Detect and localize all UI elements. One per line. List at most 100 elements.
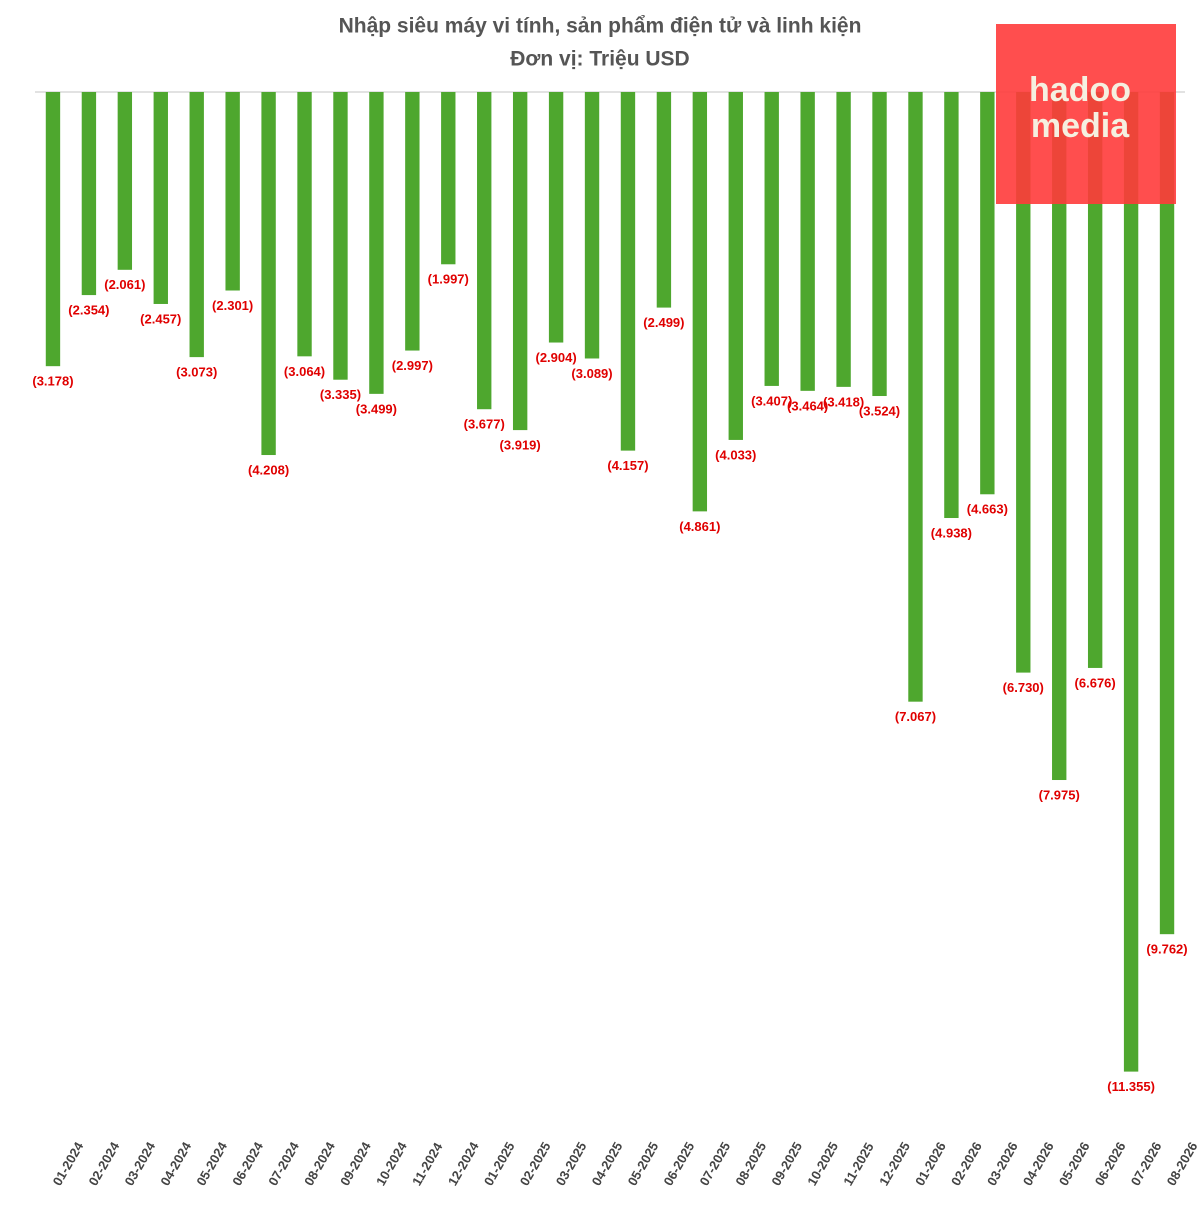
x-tick-label: 10-2025	[804, 1139, 841, 1188]
x-tick-label: 12-2024	[445, 1139, 482, 1188]
x-tick-label: 06-2024	[229, 1139, 266, 1188]
x-tick-label: 04-2026	[1020, 1139, 1057, 1188]
data-label: (3.677)	[464, 417, 505, 432]
bar	[620, 92, 636, 451]
data-label: (2.457)	[140, 311, 181, 326]
bar	[189, 92, 204, 358]
x-tick-label: 06-2025	[660, 1139, 697, 1188]
data-label: (1.997)	[428, 272, 469, 287]
x-tick-label: 01-2026	[912, 1139, 949, 1188]
data-label: (4.157)	[607, 458, 648, 473]
x-tick-label: 04-2025	[589, 1139, 626, 1188]
data-label: (3.073)	[176, 365, 217, 380]
bar	[1123, 92, 1139, 1072]
x-tick-label: 03-2026	[984, 1139, 1021, 1188]
bar	[836, 92, 851, 387]
data-label: (3.499)	[356, 401, 397, 416]
data-label: (3.089)	[571, 366, 612, 381]
data-label: (2.904)	[535, 350, 576, 365]
x-tick-label: 08-2024	[301, 1139, 338, 1188]
data-label: (6.676)	[1075, 675, 1116, 690]
x-tick-label: 12-2025	[876, 1139, 913, 1188]
bar	[800, 92, 815, 391]
data-label: (3.524)	[859, 403, 900, 418]
bar	[512, 92, 528, 431]
data-label: (7.975)	[1039, 787, 1080, 802]
data-label: (7.067)	[895, 709, 936, 724]
bar	[369, 92, 384, 394]
data-label: (2.061)	[104, 277, 145, 292]
bar	[692, 92, 708, 512]
data-label: (4.663)	[967, 502, 1008, 517]
bar	[333, 92, 348, 380]
data-label: (3.064)	[284, 364, 325, 379]
x-tick-label: 09-2024	[337, 1139, 374, 1188]
bar	[45, 92, 61, 367]
x-tick-label: 08-2025	[732, 1139, 769, 1188]
bar	[1016, 92, 1031, 673]
x-tick-label: 07-2024	[265, 1139, 302, 1188]
x-tick-label: 05-2026	[1056, 1139, 1093, 1188]
x-tick-label: 11-2024	[409, 1139, 446, 1188]
data-label: (4.208)	[248, 462, 289, 477]
data-label: (2.997)	[392, 358, 433, 373]
bar	[764, 92, 779, 386]
bar	[656, 92, 672, 308]
x-tick-label: 10-2024	[373, 1139, 410, 1188]
x-tick-label: 01-2025	[481, 1139, 518, 1188]
bar	[1159, 92, 1175, 935]
x-tick-label: 02-2024	[85, 1139, 122, 1188]
data-label: (3.464)	[787, 398, 828, 413]
x-tick-label: 02-2026	[948, 1139, 985, 1188]
bar	[728, 92, 743, 440]
bar	[225, 92, 240, 291]
data-label: (9.762)	[1146, 942, 1187, 957]
data-label: (4.938)	[931, 525, 972, 540]
bar	[441, 92, 456, 265]
x-tick-label: 06-2026	[1092, 1139, 1129, 1188]
x-tick-label: 11-2025	[840, 1140, 876, 1188]
bar	[117, 92, 133, 270]
bar	[405, 92, 420, 351]
logo-text: hadoo	[1029, 71, 1131, 109]
data-label: (2.354)	[68, 303, 109, 318]
data-label: (2.301)	[212, 298, 253, 313]
x-tick-label: 09-2025	[768, 1139, 805, 1188]
x-tick-label: 08-2026	[1164, 1139, 1200, 1188]
x-tick-label: 05-2025	[625, 1139, 662, 1188]
data-label: (2.499)	[643, 315, 684, 330]
bar	[584, 92, 600, 359]
bar	[1052, 92, 1067, 781]
data-label: (6.730)	[1003, 680, 1044, 695]
data-label: (4.033)	[715, 447, 756, 462]
bar	[1087, 92, 1103, 668]
data-label: (3.919)	[500, 438, 541, 453]
chart-subtitle: Đơn vị: Triệu USD	[510, 48, 689, 71]
bar	[477, 92, 492, 410]
chart-title: Nhập siêu máy vi tính, sản phẩm điện tử …	[339, 15, 862, 38]
data-label: (3.178)	[32, 374, 73, 389]
x-tick-label: 07-2025	[696, 1139, 733, 1188]
x-tick-label: 04-2024	[157, 1139, 194, 1188]
bar	[81, 92, 97, 296]
x-tick-label: 03-2024	[121, 1139, 158, 1188]
bar	[872, 92, 887, 397]
x-tick-label: 02-2025	[517, 1139, 554, 1188]
data-label: (11.355)	[1107, 1079, 1155, 1094]
data-label: (4.861)	[679, 519, 720, 534]
data-label: (3.418)	[823, 394, 864, 409]
bar	[908, 92, 923, 702]
x-tick-label: 07-2026	[1128, 1139, 1165, 1188]
bar	[944, 92, 959, 519]
x-tick-label: 05-2024	[193, 1139, 230, 1188]
data-label: (3.335)	[320, 387, 361, 402]
bar	[980, 92, 995, 495]
bar	[548, 92, 564, 343]
data-label: (3.407)	[751, 393, 792, 408]
bar	[261, 92, 276, 456]
x-tick-label: 01-2024	[50, 1139, 87, 1188]
bar	[153, 92, 168, 304]
x-tick-label: 03-2025	[553, 1139, 590, 1188]
